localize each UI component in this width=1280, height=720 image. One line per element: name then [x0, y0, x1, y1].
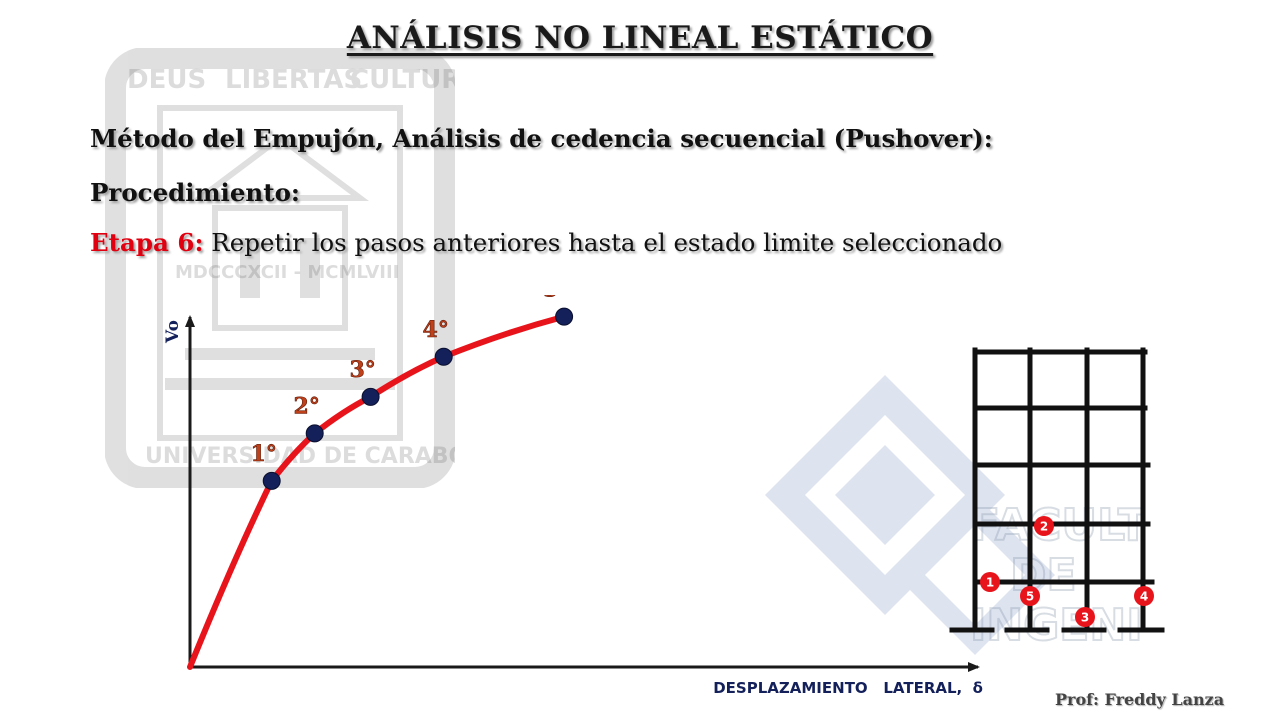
x-axis-label: DESPLAZAMIENTO LATERAL, δ [713, 679, 983, 695]
hinge-5 [1020, 586, 1040, 606]
slide-subtitle: Método del Empujón, Análisis de cedencia… [90, 124, 993, 153]
faculty-word-3: INGENIERIA [970, 600, 1145, 651]
yield-point-4 [434, 347, 453, 366]
stage-text: Repetir los pasos anteriores hasta el es… [203, 228, 1003, 257]
hinge-1 [980, 572, 1000, 592]
hinge-5-label: 5 [1026, 590, 1034, 604]
yield-point-label-5: 5° [543, 295, 569, 303]
yield-point-5 [555, 307, 574, 326]
procedure-heading: Procedimiento: [90, 178, 300, 207]
building-frame-diagram: 1 2 3 4 5 [949, 347, 1165, 633]
hinge-3 [1075, 607, 1095, 627]
yield-point-2 [305, 424, 324, 443]
stage-line: Etapa 6: Repetir los pasos anteriores ha… [90, 228, 1002, 257]
seal-years: MDCCCXCII - MCMLVIII [175, 262, 399, 283]
yield-point-label-3: 3° [349, 357, 375, 383]
slide-title: ANÁLISIS NO LINEAL ESTÁTICO [346, 20, 934, 56]
yield-point-3 [361, 387, 380, 406]
yield-point-label-4: 4° [423, 317, 449, 343]
yield-point-1 [262, 471, 281, 490]
hinge-2 [1034, 516, 1054, 536]
hinge-3-label: 3 [1081, 611, 1089, 625]
seal-word-2: LIBERTAS [225, 65, 362, 95]
hinge-4-label: 4 [1140, 590, 1148, 604]
seal-word-3: CULTURA [350, 65, 455, 95]
hinge-4 [1134, 586, 1154, 606]
author-credit: Prof: Freddy Lanza [1055, 690, 1225, 709]
yield-point-label-2: 2° [294, 393, 320, 419]
y-axis-label: Vo [163, 320, 183, 344]
pushover-curve-line [187, 313, 568, 670]
yield-point-label-1: 1° [251, 441, 277, 467]
stage-label: Etapa 6: [90, 228, 204, 257]
seal-word-1: DEUS [127, 65, 206, 95]
pushover-curve-chart: Vo DESPLAZAMIENTO LATERAL, δ 1° 2° 3° 4° 5° [163, 295, 983, 695]
hinge-1-label: 1 [986, 576, 994, 590]
hinge-2-label: 2 [1040, 520, 1048, 534]
